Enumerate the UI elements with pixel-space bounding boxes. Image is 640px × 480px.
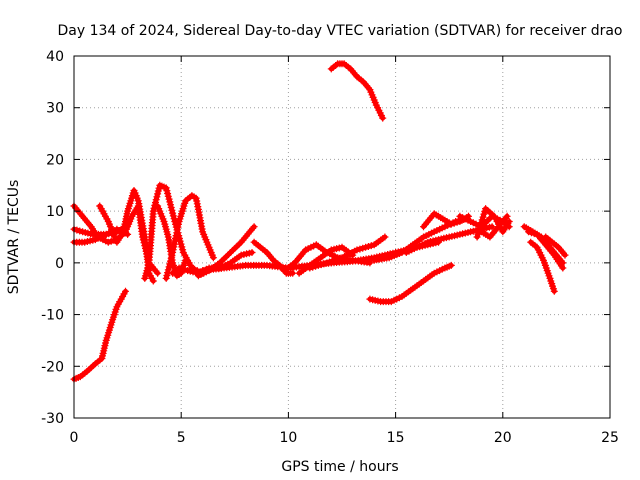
y-tick-labels: -30 -20 -10 0 10 20 30 40 [41, 49, 64, 427]
data-point-marker [154, 269, 162, 277]
x-tick-label: 20 [494, 430, 512, 446]
data-point-marker [289, 269, 297, 277]
data-point-marker [559, 264, 567, 272]
data-point-marker [182, 256, 189, 264]
chart-title: Day 134 of 2024, Sidereal Day-to-day VTE… [57, 23, 622, 39]
series-arc-left-d [96, 187, 157, 285]
data-point-marker [550, 287, 558, 295]
series-arc-4h-loop [154, 202, 189, 280]
data-point-marker [379, 114, 387, 122]
x-tick-label: 15 [387, 430, 405, 446]
data-point-marker [209, 254, 217, 262]
data-point-marker [248, 249, 256, 256]
y-tick-label: 0 [55, 256, 64, 272]
series-arc-22h-d [542, 233, 569, 259]
data-point-marker [505, 218, 513, 225]
data-point-marker [249, 224, 257, 232]
data-point-marker [122, 287, 129, 295]
x-tick-label: 25 [601, 430, 619, 446]
data-point-marker [447, 261, 455, 269]
x-tick-label: 10 [279, 430, 297, 446]
series-arc-high-12h [327, 60, 387, 122]
series-arc-low-left [70, 287, 129, 383]
x-tick-labels: 0 5 10 15 20 25 [70, 430, 619, 446]
series-arc-19h-cluster-b [477, 212, 511, 241]
series-arc-21h-b [525, 228, 567, 272]
y-tick-label: 20 [46, 152, 64, 168]
data-point-marker [561, 251, 569, 259]
y-tick-label: 10 [46, 204, 64, 220]
plot-frame [73, 55, 611, 419]
data-point-marker [488, 223, 496, 231]
data-point-marker [503, 212, 511, 220]
data-point-marker [381, 233, 389, 241]
x-tick-label: 0 [70, 430, 79, 446]
data-series-group [70, 60, 569, 383]
y-axis-label: SDTVAR / TECUs [6, 180, 22, 295]
data-point-marker [149, 277, 157, 285]
x-axis-label: GPS time / hours [281, 459, 398, 475]
x-tick-label: 5 [177, 430, 186, 446]
y-tick-label: -30 [41, 411, 64, 427]
data-point-marker [250, 223, 258, 231]
y-tick-label: 30 [46, 101, 64, 117]
series-arc-21h-c [527, 238, 558, 295]
series-arc-19h-cluster [473, 205, 513, 241]
y-tick-label: -10 [41, 308, 64, 324]
series-arc-14h-neg [366, 261, 455, 306]
y-tick-label: 40 [46, 49, 64, 65]
y-tick-label: -20 [41, 359, 64, 375]
